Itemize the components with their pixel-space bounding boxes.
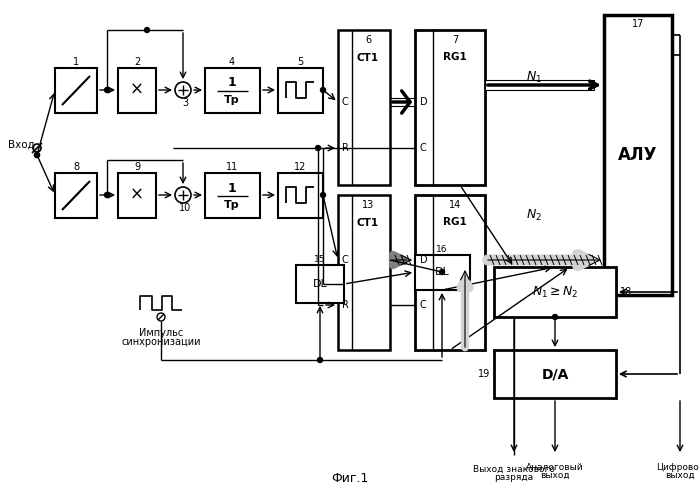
Bar [118, 68, 156, 113]
Text: Выход знакового: Выход знакового [473, 464, 555, 473]
Text: выход: выход [665, 470, 695, 480]
Text: 9: 9 [134, 162, 140, 172]
Circle shape [321, 88, 326, 92]
Bar [494, 350, 616, 398]
Bar [494, 267, 616, 317]
Bar [338, 30, 390, 185]
Circle shape [34, 153, 40, 157]
Text: $N_1$: $N_1$ [526, 69, 542, 85]
Bar [415, 195, 485, 350]
Text: 1: 1 [73, 57, 79, 67]
Text: 3: 3 [182, 98, 188, 108]
Text: Импульс: Импульс [139, 328, 183, 338]
Text: RG1: RG1 [443, 52, 467, 62]
Text: D: D [420, 255, 428, 265]
Text: разряда: разряда [494, 472, 533, 482]
Bar [278, 173, 323, 218]
Bar [205, 68, 260, 113]
Text: DL: DL [312, 279, 327, 289]
Circle shape [34, 153, 40, 157]
Bar [296, 265, 344, 303]
FancyArrowPatch shape [393, 91, 410, 113]
Text: выход: выход [540, 470, 570, 480]
Text: 13: 13 [362, 200, 374, 210]
Text: R: R [342, 300, 349, 310]
Text: АЛУ: АЛУ [618, 146, 658, 164]
Text: 11: 11 [226, 162, 238, 172]
Text: Tp: Tp [224, 95, 240, 105]
Bar [485, 80, 594, 90]
Text: 2: 2 [134, 57, 140, 67]
Text: 4: 4 [229, 57, 235, 67]
Text: 5: 5 [297, 57, 303, 67]
Text: C: C [420, 143, 427, 153]
Text: CT1: CT1 [357, 218, 379, 228]
Circle shape [104, 88, 110, 92]
Text: ×: × [130, 186, 144, 204]
Text: 17: 17 [632, 19, 644, 29]
Bar [278, 68, 323, 113]
Text: D/A: D/A [541, 367, 569, 381]
Circle shape [145, 28, 150, 32]
Bar [55, 68, 97, 113]
Circle shape [321, 192, 326, 197]
Text: CT1: CT1 [357, 53, 379, 63]
Text: C: C [342, 255, 349, 265]
Text: 1: 1 [228, 76, 236, 90]
Text: 8: 8 [73, 162, 79, 172]
Text: D: D [420, 97, 428, 107]
Circle shape [315, 146, 321, 151]
Text: $N_2$: $N_2$ [526, 208, 542, 222]
Bar [338, 195, 390, 350]
Circle shape [440, 270, 445, 275]
Text: $N_1 \geq N_2$: $N_1 \geq N_2$ [532, 284, 578, 300]
Circle shape [104, 192, 110, 197]
Circle shape [552, 314, 558, 319]
Bar [55, 173, 97, 218]
Text: синхронизации: синхронизации [121, 337, 201, 347]
Text: 6: 6 [365, 35, 371, 45]
Text: Вход: Вход [8, 140, 35, 150]
Text: Tp: Tp [224, 200, 240, 210]
Bar [415, 255, 470, 290]
Text: Фиг.1: Фиг.1 [331, 471, 368, 485]
Text: 14: 14 [449, 200, 461, 210]
Text: 12: 12 [294, 162, 306, 172]
Text: 18: 18 [620, 287, 633, 297]
Text: DL: DL [435, 267, 449, 277]
Circle shape [317, 358, 322, 363]
Text: RG1: RG1 [443, 217, 467, 227]
Bar [604, 15, 672, 295]
Text: ×: × [130, 81, 144, 99]
Text: 10: 10 [179, 203, 191, 213]
Text: Аналоговый: Аналоговый [526, 462, 584, 471]
Text: R: R [342, 143, 349, 153]
Bar [415, 30, 485, 185]
Text: 16: 16 [436, 246, 448, 254]
Text: 19: 19 [478, 369, 490, 379]
Text: C: C [342, 97, 349, 107]
Bar [205, 173, 260, 218]
Text: Цифровой: Цифровой [656, 462, 699, 471]
Text: 7: 7 [452, 35, 458, 45]
Text: C: C [420, 300, 427, 310]
Bar [118, 173, 156, 218]
Text: 1: 1 [228, 182, 236, 194]
Text: 15: 15 [315, 255, 326, 265]
